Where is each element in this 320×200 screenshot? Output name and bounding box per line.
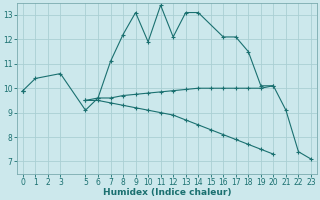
X-axis label: Humidex (Indice chaleur): Humidex (Indice chaleur) [103, 188, 231, 197]
